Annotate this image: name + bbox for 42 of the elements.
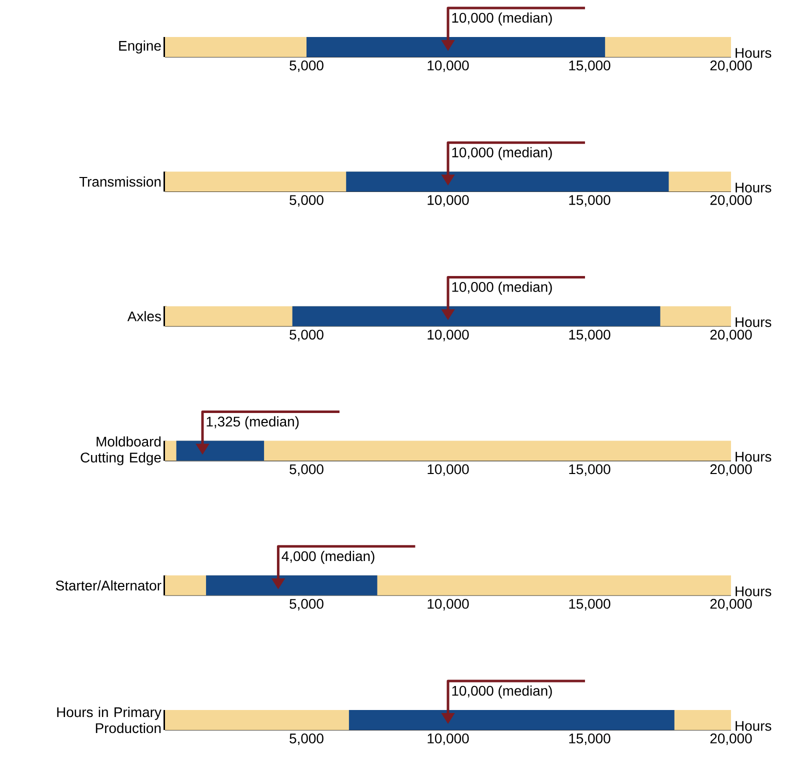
x-tick-label: 20,000 xyxy=(710,734,752,746)
x-tick-label: 20,000 xyxy=(710,464,752,476)
x-tick-label: 10,000 xyxy=(428,598,469,610)
x-tick-label: 10,000 xyxy=(428,60,469,72)
x-tick-label: 15,000 xyxy=(569,464,610,476)
x-axis-title: Hours xyxy=(736,48,772,58)
ref-line-label: 10,000 (median) xyxy=(452,686,552,698)
x-tick-label: 5,000 xyxy=(290,330,324,342)
x-tick-label: 10,000 xyxy=(428,464,469,476)
x-axis-title: Hours xyxy=(736,721,772,731)
ref-line-label: 10,000 (median) xyxy=(452,282,552,295)
x-tick-label: 20,000 xyxy=(710,60,752,72)
x-tick-label: 5,000 xyxy=(290,464,324,476)
y-tick-label: Engine xyxy=(119,40,161,54)
y-tick-label: Transmission xyxy=(79,176,161,187)
x-axis-title: Hours xyxy=(736,586,772,596)
x-tick-label: 15,000 xyxy=(569,195,610,207)
x-tick-label: 10,000 xyxy=(428,195,469,207)
x-tick-label: 5,000 xyxy=(290,195,324,207)
y-tick-label: Starter/Alternator xyxy=(56,580,162,591)
y-tick-label: Hours in Primary Production xyxy=(57,706,162,734)
x-tick-label: 10,000 xyxy=(428,330,469,342)
x-axis-title: Hours xyxy=(736,452,772,462)
ref-line-label: 1,325 (median) xyxy=(206,416,299,430)
x-tick-label: 10,000 xyxy=(428,734,469,746)
x-tick-label: 15,000 xyxy=(569,60,610,72)
x-tick-label: 5,000 xyxy=(290,734,324,746)
x-tick-label: 5,000 xyxy=(290,60,324,72)
ref-line-label: 4,000 (median) xyxy=(282,550,374,564)
x-tick-label: 15,000 xyxy=(569,330,610,342)
x-axis-title: Hours xyxy=(736,317,772,328)
x-tick-label: 20,000 xyxy=(710,195,752,207)
y-tick-label: Moldboard Cutting Edge xyxy=(80,436,161,466)
x-tick-label: 15,000 xyxy=(569,598,610,610)
x-tick-label: 5,000 xyxy=(290,598,324,610)
x-tick-label: 20,000 xyxy=(710,330,752,342)
x-axis-title: Hours xyxy=(736,182,772,192)
y-tick-label: Axles xyxy=(127,311,161,322)
x-tick-label: 15,000 xyxy=(569,734,610,746)
ref-line-label: 10,000 (median) xyxy=(452,147,552,160)
ref-line-label: 10,000 (median) xyxy=(452,12,552,26)
x-tick-label: 20,000 xyxy=(710,598,752,610)
